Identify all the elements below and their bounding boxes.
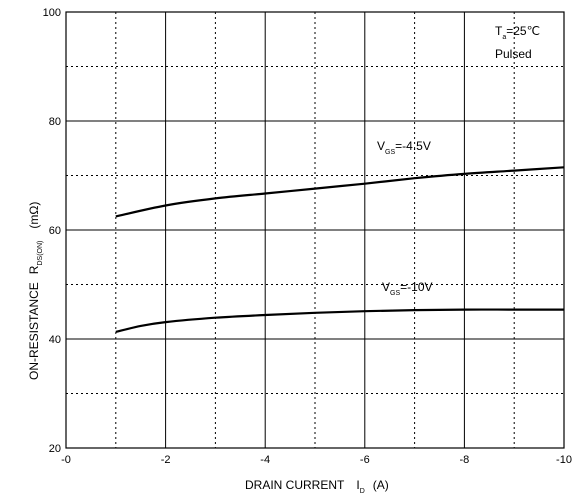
tick-labels: -0 -2 -4 -6 -8 -10 20 40 60 80 100 — [43, 7, 572, 466]
pulsed-annotation: Pulsed — [495, 47, 532, 61]
plot-border — [65, 11, 565, 449]
series-line-vgs-10v — [115, 308, 564, 333]
x-tick-label: -8 — [460, 454, 470, 466]
x-tick-label: -0 — [61, 454, 71, 466]
series-line-vgs-4p5v — [115, 166, 565, 218]
plot-frame — [65, 11, 565, 449]
y-tick-label: 80 — [49, 116, 61, 128]
y-axis-label: ON-RESISTANCERDS(ON)(mΩ) — [27, 202, 44, 380]
x-axis-label: DRAIN CURRENT ID (A) — [245, 478, 389, 495]
y-tick-label: 60 — [49, 225, 61, 237]
x-tick-label: -2 — [161, 454, 171, 466]
series-lines — [115, 166, 565, 333]
y-tick-label: 20 — [49, 443, 61, 455]
x-tick-label: -4 — [260, 454, 270, 466]
series-label-vgs-4p5v: VGS=-4.5V — [377, 139, 431, 156]
temperature-annotation: Ta=25℃ — [495, 24, 540, 41]
grid — [66, 12, 564, 448]
series-label-vgs-10v: VGS=-10V — [382, 280, 433, 297]
y-tick-label: 100 — [43, 7, 61, 19]
x-tick-label: -6 — [360, 454, 370, 466]
y-tick-label: 40 — [49, 334, 61, 346]
x-tick-label: -10 — [556, 454, 572, 466]
